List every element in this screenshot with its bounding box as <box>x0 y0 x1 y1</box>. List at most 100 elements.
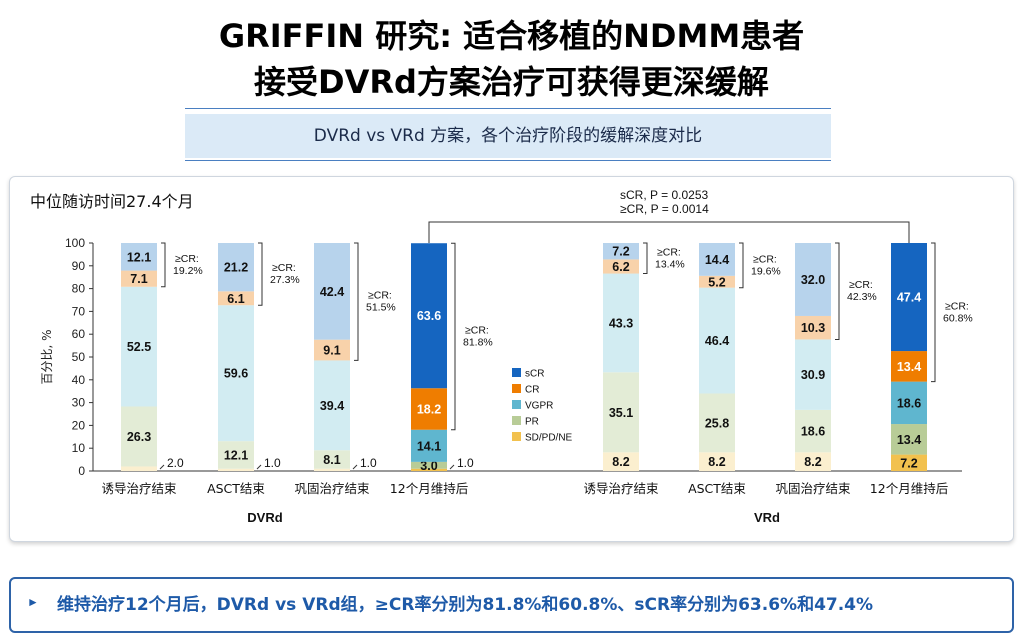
x-category-label: ASCT结束 <box>688 481 746 496</box>
bar-segment-scr <box>411 243 447 389</box>
bar-segment-scr <box>795 243 831 316</box>
bar-segment-cr <box>891 351 927 382</box>
y-tick-label: 30 <box>72 396 86 410</box>
y-tick-label: 20 <box>72 418 86 432</box>
bar-segment-sdpdne <box>314 468 350 471</box>
data-label: 5.2 <box>708 275 725 289</box>
data-label: 26.3 <box>127 430 151 444</box>
bar-segment-cr <box>121 270 157 287</box>
bar-segment-scr <box>699 243 735 276</box>
data-label: 14.4 <box>705 253 729 267</box>
data-label: 6.2 <box>612 260 629 274</box>
ge-cr-label: ≥CR: <box>657 246 681 258</box>
small-label-leader <box>159 464 165 470</box>
data-label: 8.1 <box>323 453 340 467</box>
subtitle-banner: DVRd vs VRd 方案，各个治疗阶段的缓解深度对比 <box>185 114 831 158</box>
data-label: 47.4 <box>897 291 921 305</box>
group-label-dvrd: DVRd <box>247 510 282 525</box>
ge-cr-label: ≥CR: <box>368 290 392 302</box>
legend-label: sCR <box>525 369 544 380</box>
x-category-label: 诱导治疗结束 <box>101 481 177 496</box>
x-category-label: 诱导治疗结束 <box>583 481 659 496</box>
chart-panel <box>9 176 1014 542</box>
small-label-leader <box>449 464 455 470</box>
bar-segment-pr <box>121 406 157 467</box>
x-category-label: ASCT结束 <box>207 481 265 496</box>
data-label: 13.4 <box>897 360 921 374</box>
y-tick-label: 90 <box>72 259 86 273</box>
data-label: 35.1 <box>609 406 633 420</box>
bar-segment-vgpr <box>699 287 735 394</box>
data-label: 18.2 <box>417 402 441 416</box>
ge-cr-value: 19.2% <box>173 265 203 277</box>
bar-segment-vgpr <box>603 273 639 373</box>
bullet-arrow-icon: ► <box>27 595 39 609</box>
bar-segment-pr <box>795 409 831 453</box>
y-tick-label: 70 <box>72 304 86 318</box>
bar-segment-pr <box>411 461 447 469</box>
bar-segment-sdpdne <box>411 468 447 471</box>
data-label: 63.6 <box>417 309 441 323</box>
ge-cr-label: ≥CR: <box>753 253 777 265</box>
ge-cr-label: ≥CR: <box>945 300 969 312</box>
ge-cr-value: 27.3% <box>270 274 300 286</box>
group-label-vrd: VRd <box>754 510 780 525</box>
y-tick-label: 100 <box>65 236 85 250</box>
data-label: 52.5 <box>127 340 151 354</box>
ge-cr-value: 60.8% <box>943 312 973 324</box>
data-label: 10.3 <box>801 321 825 335</box>
data-label: 7.2 <box>900 456 917 470</box>
bar-segment-scr <box>218 243 254 292</box>
data-label: 21.2 <box>224 261 248 275</box>
x-category-label: 巩固治疗结束 <box>775 481 851 496</box>
ge-cr-label: ≥CR: <box>272 262 296 274</box>
y-tick-label: 40 <box>72 373 86 387</box>
data-label: 3.0 <box>420 459 437 473</box>
data-label: 2.0 <box>167 456 184 470</box>
data-label: 30.9 <box>801 368 825 382</box>
bar-segment-cr <box>314 339 350 361</box>
data-label: 12.1 <box>127 250 151 264</box>
page-title-line2: 接受DVRd方案治疗可获得更深缓解 <box>254 63 769 101</box>
bar-segment-pr <box>891 424 927 455</box>
bar-segment-vgpr <box>795 339 831 410</box>
legend-swatch-scr <box>512 368 521 377</box>
x-category-label: 12个月维持后 <box>870 481 948 496</box>
data-label: 14.1 <box>417 439 441 453</box>
y-tick-label: 60 <box>72 327 86 341</box>
bar-segment-scr <box>314 243 350 340</box>
legend-label: SD/PD/NE <box>525 433 573 444</box>
data-label: 12.1 <box>224 448 248 462</box>
x-category-label: 12个月维持后 <box>390 481 468 496</box>
legend-swatch-pr <box>512 416 521 425</box>
y-tick-label: 0 <box>78 464 85 478</box>
bar-segment-scr <box>121 243 157 271</box>
key-finding-text: 维持治疗12个月后，DVRd vs VRd组，≥CR率分别为81.8%和60.8… <box>57 595 874 615</box>
data-label: 18.6 <box>801 425 825 439</box>
data-label: 7.2 <box>612 245 629 259</box>
bar-segment-pr <box>218 441 254 469</box>
ge-cr-bracket <box>643 242 648 275</box>
bar-segment-sdpdne <box>891 454 927 471</box>
data-label: 59.6 <box>224 367 248 381</box>
bar-segment-cr <box>218 291 254 306</box>
ge-cr-value: 51.5% <box>366 302 396 314</box>
bar-segment-cr <box>795 315 831 340</box>
ge-cr-bracket <box>835 242 840 340</box>
legend-swatch-cr <box>512 384 521 393</box>
ge-cr-bracket <box>258 242 263 306</box>
x-category-label: 巩固治疗结束 <box>294 481 370 496</box>
ge-cr-bracket <box>739 242 744 289</box>
data-label: 39.4 <box>320 399 344 413</box>
legend-label: CR <box>525 385 539 396</box>
data-label: 42.4 <box>320 285 344 299</box>
ge-cr-bracket <box>354 242 359 361</box>
bar-segment-vgpr <box>314 360 350 451</box>
data-label: 6.1 <box>227 292 244 306</box>
data-label: 1.0 <box>457 456 474 470</box>
data-label: 43.3 <box>609 316 633 330</box>
bar-segment-sdpdne <box>603 452 639 471</box>
legend-label: VGPR <box>525 401 553 412</box>
bar-segment-pr <box>314 450 350 469</box>
small-label-leader <box>352 464 358 470</box>
